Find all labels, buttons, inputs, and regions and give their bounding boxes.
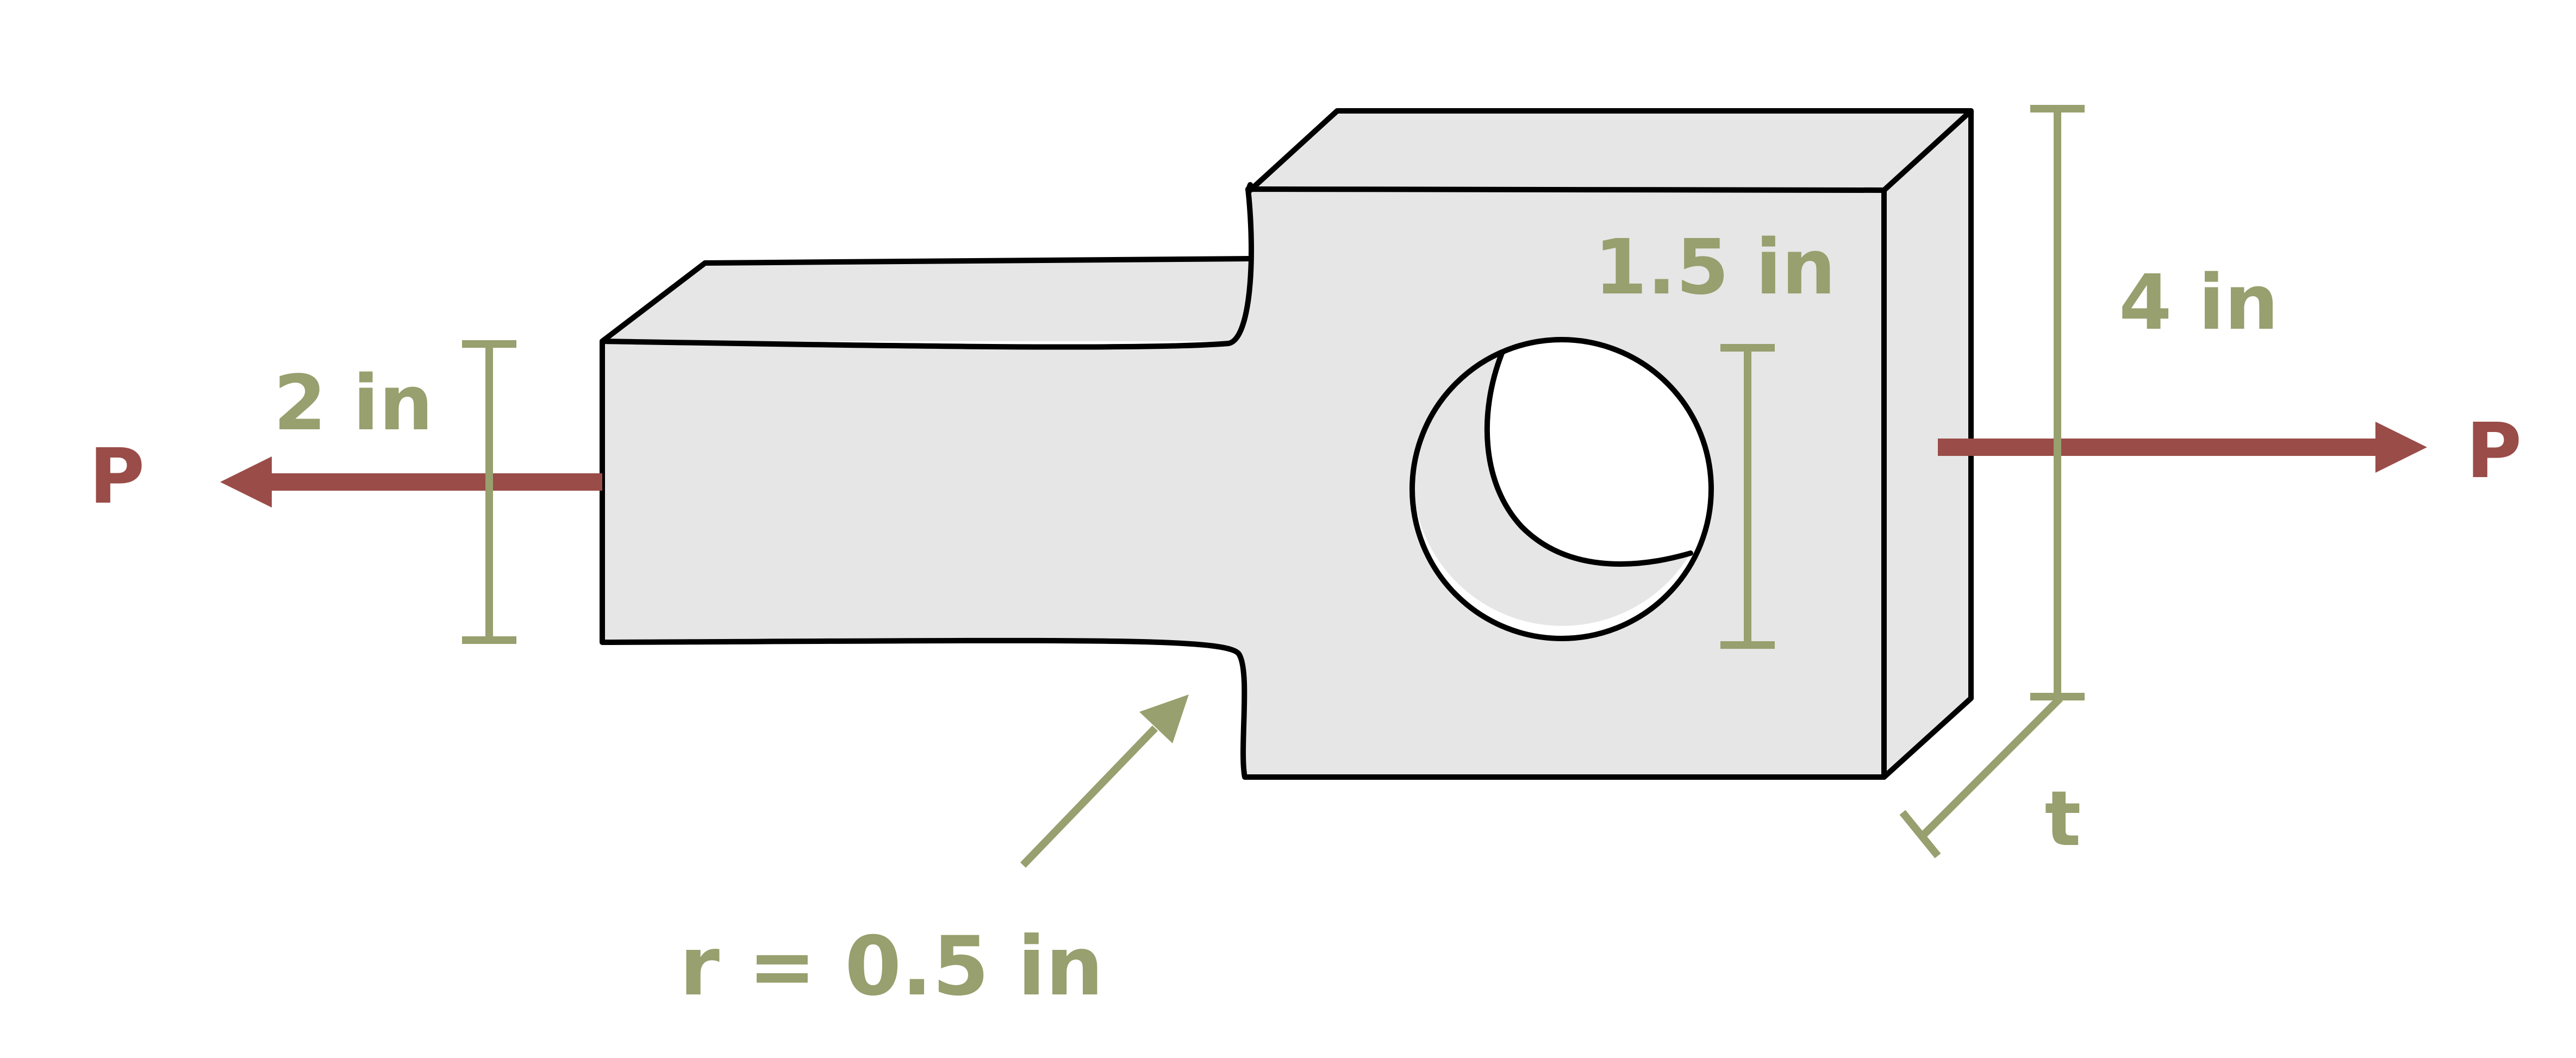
hole-outline bbox=[1409, 337, 1714, 641]
fillet-arrow-head bbox=[1139, 694, 1189, 743]
dimension-thickness bbox=[1899, 696, 2063, 859]
hole bbox=[1409, 337, 1714, 641]
hole-back-edge bbox=[1484, 350, 1693, 567]
dim-label-hole-diameter: 1.5 in bbox=[1594, 223, 1836, 312]
load-label-right: P bbox=[2466, 407, 2522, 496]
right-arrow-head bbox=[2375, 422, 2427, 473]
step-top-edge bbox=[1245, 182, 1253, 193]
load-arrow-right bbox=[1938, 422, 2427, 473]
hole-interior-shade bbox=[1413, 353, 1691, 626]
dim-label-wide-width: 4 in bbox=[2119, 259, 2279, 347]
load-arrow-left bbox=[220, 456, 602, 508]
side-outline bbox=[1881, 108, 1974, 780]
fillet-arrow-shaft bbox=[1020, 725, 1158, 868]
dim-label-narrow-width: 2 in bbox=[273, 359, 433, 448]
narrow-top-outline bbox=[600, 256, 1251, 344]
wide-top-outline bbox=[1248, 108, 1974, 193]
narrow-top-face bbox=[602, 259, 1248, 341]
fillet-radius-pointer bbox=[1020, 694, 1189, 868]
dimension-hole-diameter bbox=[1720, 344, 1775, 649]
dim-label-fillet-radius: r = 0.5 in bbox=[679, 919, 1103, 1014]
wide-top-face bbox=[1250, 111, 1971, 190]
front-outline bbox=[600, 186, 1887, 780]
dim-t-line bbox=[1922, 696, 2063, 837]
side-face bbox=[1884, 111, 1971, 777]
dim-t-tick bbox=[1899, 810, 1941, 859]
dim-label-thickness: t bbox=[2045, 775, 2081, 863]
dimension-narrow-width bbox=[462, 340, 516, 644]
left-arrow-head bbox=[220, 456, 272, 508]
load-label-left: P bbox=[89, 433, 145, 521]
